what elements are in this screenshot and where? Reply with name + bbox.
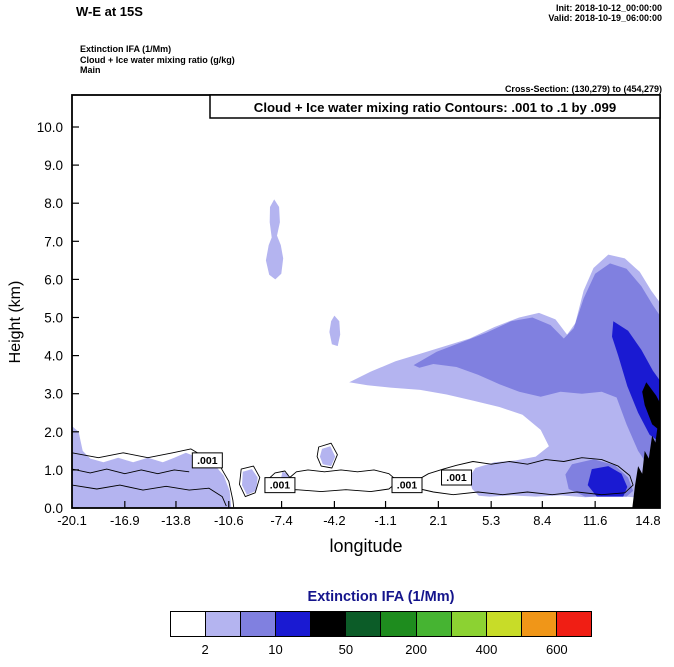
colorbar-cell-3	[276, 612, 312, 636]
colorbar	[170, 611, 592, 637]
contour-line	[239, 465, 261, 498]
region-left-low-cloud-band	[72, 426, 232, 508]
y-tick-label: 5.0	[44, 311, 63, 326]
colorbar-cell-11	[556, 612, 591, 636]
x-tick-label: -1.1	[374, 513, 396, 528]
colorbar-tick-label: 10	[268, 642, 283, 657]
y-tick-label: 6.0	[44, 272, 63, 287]
contour-label-box	[391, 477, 423, 494]
plot-main-title: W-E at 15S	[76, 4, 143, 19]
y-tick-label: 8.0	[44, 196, 63, 211]
colorbar-tick-label: 600	[545, 642, 568, 657]
contour-line	[265, 469, 399, 493]
contour-label: .001	[397, 480, 418, 492]
region-right-edge-dark-patch	[642, 382, 660, 431]
region-upper-level-blob	[265, 199, 284, 280]
contour-label: .001	[446, 472, 467, 484]
field-line-extinction: Extinction IFA (1/Mm)	[80, 44, 172, 54]
y-tick-label: 4.0	[44, 349, 63, 364]
x-tick-label: 5.3	[482, 513, 500, 528]
x-tick-label: 2.1	[429, 513, 447, 528]
field-line-domain: Main	[80, 65, 101, 75]
cross-section-label: Cross-Section: (130,279) to (454,279)	[504, 84, 662, 94]
colorbar-tick-labels: 2 10 50 200 400 600	[0, 642, 674, 658]
colorbar-cell-0	[171, 612, 207, 636]
y-axis-title: Height (km)	[7, 280, 24, 364]
y-tick-label: 0.0	[44, 501, 63, 516]
colorbar-tick-label: 200	[405, 642, 427, 657]
contour-label: .001	[270, 480, 291, 492]
x-tick-label: 8.4	[533, 513, 551, 528]
colorbar-tick-label: 2	[201, 642, 209, 657]
colorbar-cell-4	[311, 612, 347, 636]
contour-line	[72, 468, 190, 475]
colorbar-cell-5	[346, 612, 382, 636]
x-tick-label: -10.6	[214, 513, 244, 528]
x-tick-label: -13.8	[161, 513, 191, 528]
y-tick-label: 1.0	[44, 463, 63, 478]
y-tick-label: 7.0	[44, 234, 63, 249]
x-axis-title: longitude	[329, 536, 403, 556]
colorbar-cell-7	[416, 612, 452, 636]
contour-label-box	[191, 452, 223, 469]
valid-time-label: Valid: 2018-10-19_06:00:00	[548, 13, 662, 23]
contour-line	[414, 457, 634, 496]
colorbar-cell-2	[241, 612, 277, 636]
region-right-cloud-mass-inner	[413, 263, 660, 472]
contour-info-title: Cloud + Ice water mixing ratio Contours:…	[254, 100, 616, 115]
contour-label-box	[264, 477, 296, 494]
contour-info-box	[209, 94, 661, 119]
colorbar-title: Extinction IFA (1/Mm)	[307, 589, 455, 605]
contour-line	[72, 448, 235, 508]
contour-label-box	[441, 469, 473, 486]
colorbar-tick-label: 400	[475, 642, 498, 657]
colorbar-cell-8	[451, 612, 487, 636]
init-time-label: Init: 2018-10-12_00:00:00	[555, 3, 662, 13]
contour-line	[316, 442, 338, 469]
field-description-block: Extinction IFA (1/Mm) Cloud + Ice water …	[80, 44, 235, 76]
x-tick-label: -16.9	[110, 513, 140, 528]
y-tick-label: 3.0	[44, 387, 63, 402]
region-terrain-silhouette	[632, 419, 660, 508]
region-mid-level-blob	[329, 315, 341, 347]
x-tick-label: -4.2	[323, 513, 345, 528]
contour-line	[72, 484, 227, 507]
colorbar-cell-1	[206, 612, 242, 636]
x-tick-label: 14.8	[635, 513, 660, 528]
cross-section-plot: .001 .001 .001 .001 -20.1 -16.9 -13.8 -10.6 -7.4…	[37, 94, 661, 528]
colorbar-cell-10	[521, 612, 557, 636]
filled-regions	[72, 199, 660, 508]
field-line-mixing-ratio: Cloud + Ice water mixing ratio (g/kg)	[80, 54, 235, 65]
contour-label: .001	[197, 455, 218, 467]
y-tick-label: 2.0	[44, 425, 63, 440]
region-small-low-blob-a	[242, 469, 258, 495]
region-small-low-blob-c	[319, 446, 336, 467]
x-tick-label: -20.1	[57, 513, 87, 528]
x-tick-label: 11.6	[583, 513, 607, 528]
x-tick-label: -7.4	[270, 513, 292, 528]
y-tick-label: 9.0	[44, 158, 63, 173]
colorbar-cell-6	[381, 612, 417, 636]
colorbar-cell-9	[486, 612, 522, 636]
region-right-band-vivid	[587, 466, 628, 497]
colorbar-tick-label: 50	[338, 642, 354, 657]
y-tick-label: 10.0	[37, 120, 63, 135]
